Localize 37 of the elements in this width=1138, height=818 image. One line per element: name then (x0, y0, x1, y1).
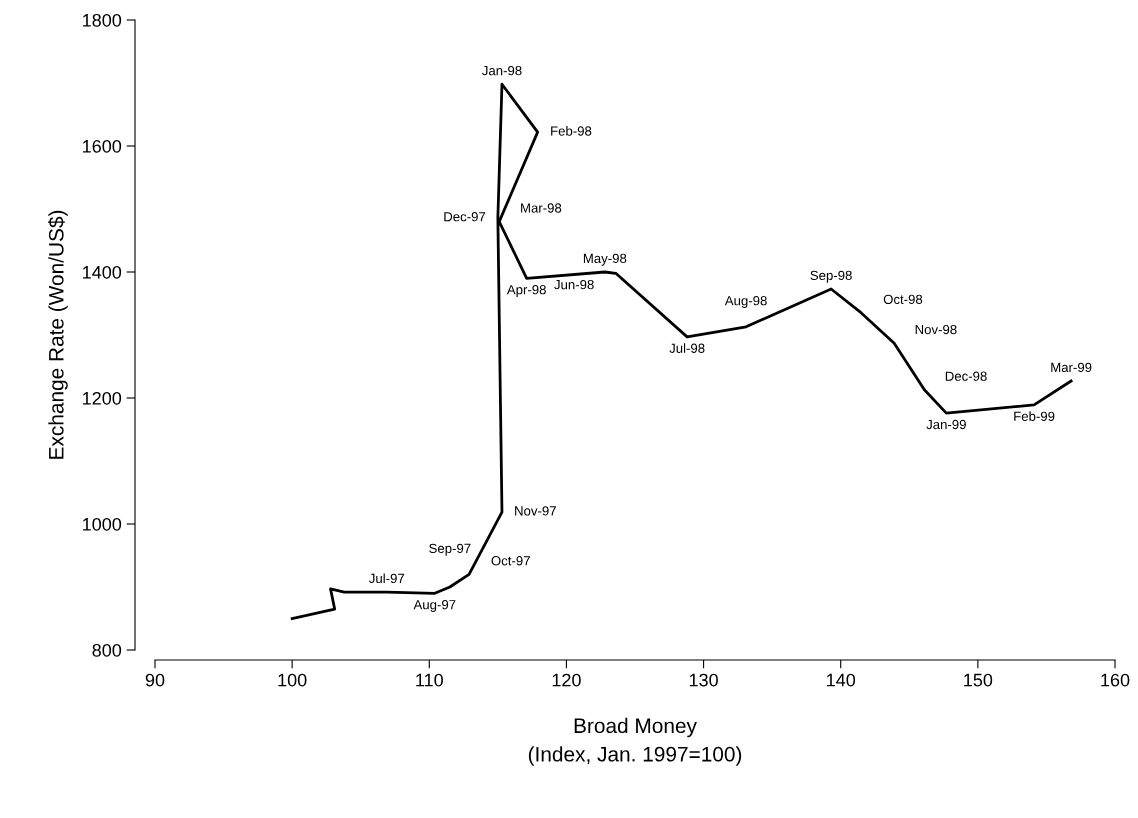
annotation: Oct-97 (491, 556, 530, 566)
annotation: Nov-98 (915, 324, 957, 335)
x-tick-label: 150 (964, 673, 993, 687)
y-tick-label: 1200 (83, 391, 122, 405)
annotation: Dec-97 (444, 212, 486, 222)
annotation: Jul-97 (369, 573, 405, 584)
annotation: Sep-98 (810, 270, 852, 283)
annotation: Jan-99 (926, 419, 966, 430)
annotation: Jan-98 (482, 65, 522, 76)
x-axis-title: Broad Money (Index, Jan. 1997=100) (528, 717, 742, 766)
x-tick-label: 110 (416, 673, 443, 687)
annotation: Feb-99 (1014, 411, 1055, 421)
x-tick-label: 140 (827, 673, 856, 687)
x-tick-label: 130 (689, 673, 718, 687)
annotation: Mar-98 (521, 203, 562, 213)
y-tick-label: 1800 (83, 13, 122, 27)
annotation: Aug-97 (413, 600, 456, 612)
annotation: Feb-98 (551, 125, 592, 136)
x-tick-label: 90 (145, 673, 165, 687)
annotation: Oct-98 (883, 294, 923, 304)
y-tick-label: 1600 (83, 139, 122, 153)
annotation: Nov-97 (515, 506, 556, 516)
x-tick-label: 120 (552, 673, 581, 687)
y-tick-label: 800 (92, 643, 122, 657)
x-tick-label: 100 (278, 673, 307, 687)
annotation: Apr-98 (506, 285, 546, 297)
annotation: Mar-99 (1051, 362, 1092, 373)
annotation: Aug-98 (724, 296, 767, 308)
x-tick-label: 160 (1101, 673, 1130, 687)
y-tick-label: 1000 (83, 517, 122, 531)
annotation: Sep-97 (429, 543, 471, 556)
annotation: May-98 (583, 253, 627, 266)
annotation: Jul-98 (669, 343, 705, 353)
y-axis-title: Exchange Rate (Won/US$) (48, 210, 68, 459)
annotation: Jun-98 (554, 279, 594, 290)
y-tick-label: 1400 (83, 265, 122, 279)
annotation: Dec-98 (945, 371, 987, 381)
